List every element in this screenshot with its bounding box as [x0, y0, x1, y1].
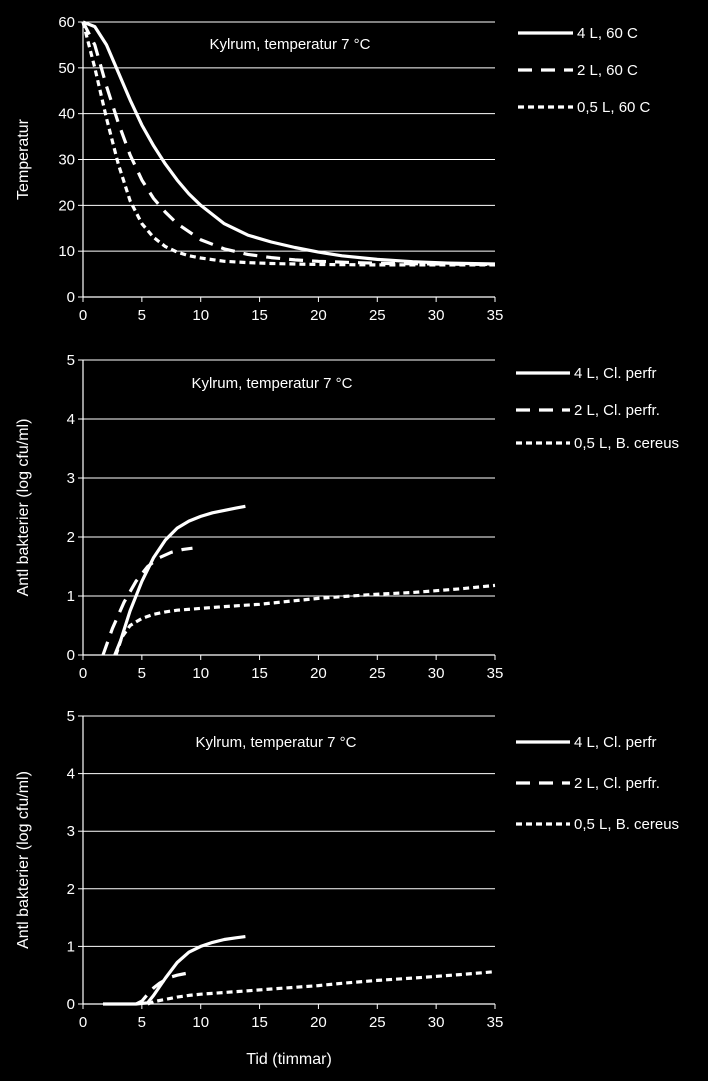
series-line-2: [135, 971, 190, 1006]
chart-panel-1: 0 10 20 30 40 50 60 0 5 10 15 20 25 30 35 Temperatur Kyl…: [15, 14, 651, 324]
series-line-2: [81, 21, 496, 267]
series-line-1: [82, 20, 496, 266]
chart-panel-2: 0 1 2 3 4 5 0 5 10 15 20 25 30 35 Antl bakterier (log …: [15, 352, 679, 682]
y-tick-label: 50: [58, 60, 75, 77]
x-tick-label: 25: [369, 307, 386, 324]
x-tick-label: 15: [251, 307, 268, 324]
x-tick-label: 15: [251, 1014, 268, 1031]
x-tick-label: 15: [251, 665, 268, 682]
x-tick-label: 20: [310, 1014, 327, 1031]
x-axis-label: Tid (timmar): [246, 1051, 332, 1068]
legend-label: 0,5 L, 60 C: [577, 99, 651, 116]
legend-label: 0,5 L, B. cereus: [574, 816, 679, 833]
plot-annotation: Kylrum, temperatur 7 °C: [191, 375, 352, 392]
series-line-3: [114, 583, 496, 656]
x-tick-label: 35: [487, 1014, 504, 1031]
plot-annotation: Kylrum, temperatur 7 °C: [209, 36, 370, 53]
y-tick-label: 4: [67, 411, 75, 428]
x-tick-label: 20: [310, 307, 327, 324]
y-axis-label: Antl bakterier (log cfu/ml): [15, 771, 32, 949]
x-tick-label: 35: [487, 307, 504, 324]
y-tick-label: 0: [67, 647, 75, 664]
y-axis-label: Antl bakterier (log cfu/ml): [15, 419, 32, 597]
x-tick-label: 10: [192, 1014, 209, 1031]
legend-label: 4 L, Cl. perfr: [574, 734, 657, 751]
x-tick-label: 20: [310, 665, 327, 682]
y-tick-label: 3: [67, 470, 75, 487]
y-tick-label: 2: [67, 881, 75, 898]
y-tick-label: 0: [67, 289, 75, 306]
series-line-2: [101, 546, 193, 656]
y-axis-label: Temperatur: [15, 118, 32, 200]
y-tick-label: 4: [67, 766, 75, 783]
y-tick-label: 2: [67, 529, 75, 546]
y-tick-label: 3: [67, 823, 75, 840]
series-line-3: [147, 970, 496, 1006]
y-tick-label: 5: [67, 708, 75, 725]
x-tick-label: 0: [79, 665, 87, 682]
x-tick-label: 30: [428, 307, 445, 324]
y-tick-label: 40: [58, 106, 75, 123]
series-line-3: [81, 21, 495, 267]
x-tick-label: 5: [138, 665, 146, 682]
y-tick-label: 0: [67, 996, 75, 1013]
x-tick-label: 10: [192, 307, 209, 324]
y-tick-label: 10: [58, 243, 75, 260]
y-tick-label: 1: [67, 588, 75, 605]
y-tick-label: 20: [58, 197, 75, 214]
x-tick-label: 0: [79, 307, 87, 324]
legend-label: 2 L, Cl. perfr.: [574, 775, 660, 792]
x-tick-label: 0: [79, 1014, 87, 1031]
x-tick-label: 30: [428, 1014, 445, 1031]
x-tick-label: 5: [138, 1014, 146, 1031]
legend-label: 2 L, Cl. perfr.: [574, 402, 660, 419]
y-tick-label: 30: [58, 152, 75, 169]
x-tick-label: 5: [138, 307, 146, 324]
legend-label: 4 L, 60 C: [577, 25, 638, 42]
x-tick-label: 35: [487, 665, 504, 682]
x-tick-label: 10: [192, 665, 209, 682]
y-tick-label: 5: [67, 352, 75, 369]
x-tick-label: 30: [428, 665, 445, 682]
chart-panel-3: 0 1 2 3 4 5 0 5 10 15 20 25 30 35 Antl bakterier (log …: [15, 708, 679, 1068]
plot-annotation: Kylrum, temperatur 7 °C: [195, 734, 356, 751]
y-tick-label: 60: [58, 14, 75, 31]
x-tick-label: 25: [369, 665, 386, 682]
legend-label: 2 L, 60 C: [577, 62, 638, 79]
legend-label: 0,5 L, B. cereus: [574, 435, 679, 452]
x-tick-label: 25: [369, 1014, 386, 1031]
y-tick-label: 1: [67, 938, 75, 955]
series-line-1: [113, 504, 246, 656]
legend-label: 4 L, Cl. perfr: [574, 365, 657, 382]
